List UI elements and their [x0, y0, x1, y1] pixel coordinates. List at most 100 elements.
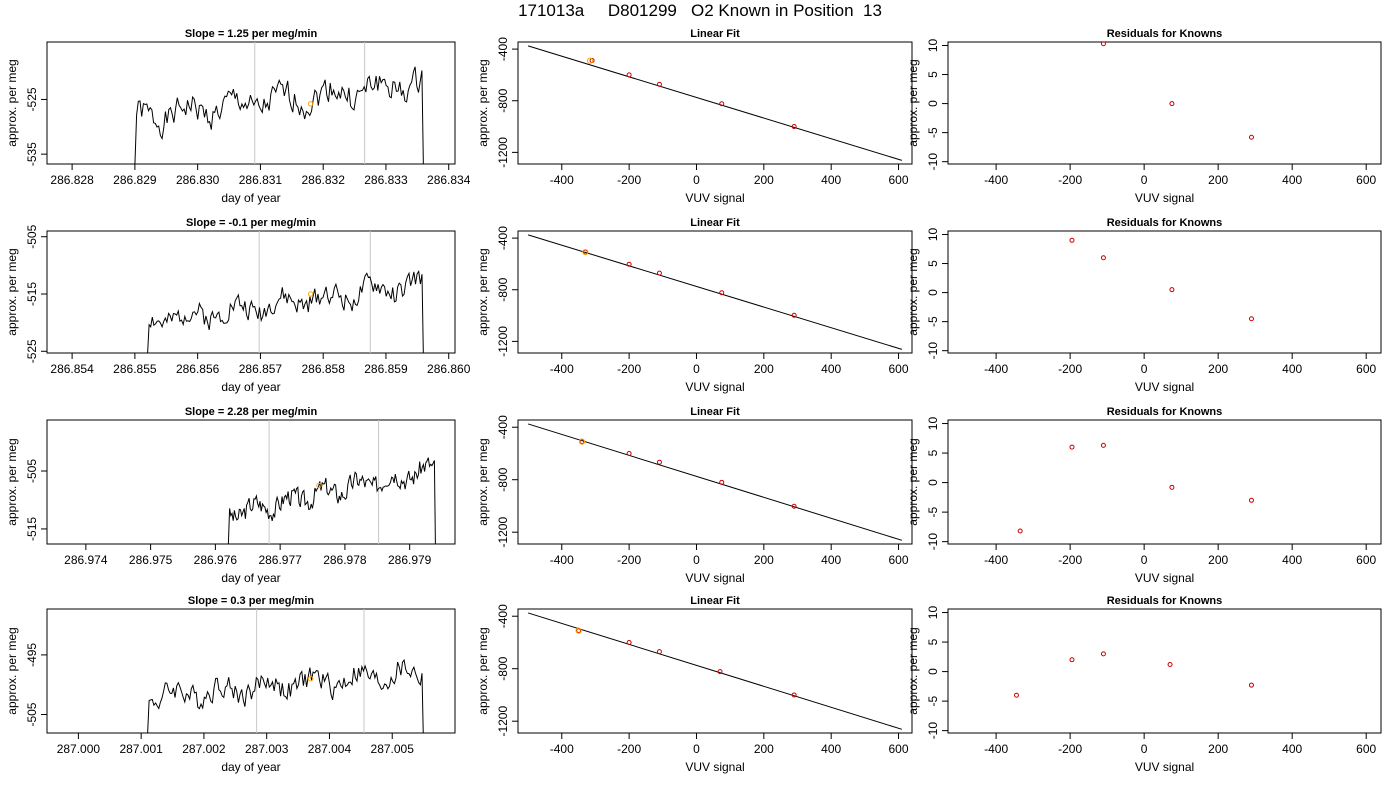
x-tick-label: -400 [550, 553, 574, 567]
x-axis-label: day of year [221, 380, 280, 394]
y-axis-label: approx. per meg [906, 59, 920, 146]
data-trace [147, 658, 424, 733]
x-tick-label: 400 [821, 362, 841, 376]
y-axis-label: approx. per meg [476, 59, 490, 146]
y-tick-label: -515 [25, 282, 39, 306]
panel-title: Linear Fit [690, 406, 740, 418]
data-point [1100, 651, 1106, 657]
plot-frame [46, 608, 456, 734]
x-tick-label: 286.859 [364, 362, 408, 376]
x-axis-label: VUV signal [685, 760, 744, 774]
data-point [1100, 255, 1106, 261]
y-tick-label: 5 [926, 71, 940, 78]
y-tick-label: -10 [926, 153, 940, 171]
data-trace [147, 269, 424, 353]
data-point [626, 450, 632, 456]
x-tick-label: 286.855 [113, 362, 157, 376]
y-tick-label: -400 [496, 226, 510, 250]
y-tick-label: -505 [25, 702, 39, 726]
y-tick-label: 0 [926, 668, 940, 675]
data-point [656, 270, 662, 276]
x-tick-label: 200 [1208, 173, 1228, 187]
plot-frame [517, 41, 913, 165]
x-tick-label: 0 [693, 742, 700, 756]
x-tick-label: -200 [1058, 173, 1082, 187]
y-axis-label: approx. per meg [5, 627, 19, 714]
y-tick-label: -525 [25, 87, 39, 111]
data-point [1017, 528, 1023, 534]
x-tick-label: 600 [889, 553, 909, 567]
y-tick-label: -400 [496, 415, 510, 439]
x-tick-label: -200 [1058, 553, 1082, 567]
x-tick-label: 600 [1356, 362, 1376, 376]
y-tick-label: -800 [496, 88, 510, 112]
chart-panel-12: Residuals for Knowns -400 -200 0 200 400 600 -1… [906, 595, 1382, 774]
x-tick-label: 287.000 [57, 742, 101, 756]
page-title: 171013a D801299 O2 Known in Position 13 [518, 1, 882, 20]
x-axis-label: day of year [221, 191, 280, 205]
x-tick-label: 600 [1356, 173, 1376, 187]
y-tick-label: 0 [926, 479, 940, 486]
x-tick-label: 287.002 [182, 742, 226, 756]
highlight-point [582, 248, 589, 256]
x-tick-label: 400 [821, 742, 841, 756]
data-point [719, 101, 725, 107]
y-tick-label: 5 [926, 260, 940, 267]
data-point [1248, 497, 1254, 503]
data-point [719, 479, 725, 485]
x-tick-label: 286.833 [364, 173, 408, 187]
x-tick-label: -200 [1058, 362, 1082, 376]
panel-title: Linear Fit [690, 28, 740, 40]
panel-title: Residuals for Knowns [1107, 217, 1223, 229]
highlight-point [307, 291, 314, 297]
x-tick-label: -200 [617, 553, 641, 567]
y-tick-label: -525 [25, 339, 39, 363]
data-layer [527, 45, 903, 161]
y-axis-label: approx. per meg [5, 248, 19, 335]
data-point [1169, 287, 1175, 293]
panel-title: Linear Fit [690, 595, 740, 607]
data-point [626, 72, 632, 78]
x-axis-label: VUV signal [1135, 571, 1194, 585]
y-tick-label: 10 [926, 38, 940, 52]
x-axis-label: day of year [221, 760, 280, 774]
data-layer [527, 234, 903, 350]
data-layer [527, 612, 903, 730]
x-axis-label: VUV signal [685, 380, 744, 394]
x-tick-label: 400 [821, 553, 841, 567]
x-tick-label: 286.831 [239, 173, 283, 187]
plot-frame [46, 230, 456, 354]
y-tick-label: -10 [926, 342, 940, 360]
y-axis-label: approx. per meg [476, 627, 490, 714]
chart-panel-10: Residuals for Knowns -400 -200 0 200 400 600 -1… [906, 217, 1382, 394]
panel-title: Slope = 0.3 per meg/min [188, 595, 315, 607]
plot-frame [947, 41, 1382, 165]
x-axis-label: VUV signal [685, 191, 744, 205]
y-tick-label: -1200 [496, 326, 510, 357]
y-axis-label: approx. per meg [476, 248, 490, 335]
chart-panel-3: Slope = 2.28 per meg/min 286.974 286.975 28… [5, 406, 456, 585]
panel-title: Linear Fit [690, 217, 740, 229]
x-axis-label: VUV signal [1135, 760, 1194, 774]
data-layer [1069, 237, 1254, 322]
plot-frame [517, 608, 913, 734]
chart-panel-1: Slope = 1.25 per meg/min 286.828 286.829 28… [5, 28, 471, 205]
data-layer [1017, 442, 1254, 534]
panel-title: Slope = 2.28 per meg/min [185, 406, 318, 418]
chart-panel-9: Residuals for Knowns -400 -200 0 200 400 600 -1… [906, 28, 1382, 205]
x-tick-label: 0 [1141, 173, 1148, 187]
y-tick-label: 0 [926, 289, 940, 296]
data-point [791, 124, 797, 130]
highlight-point [316, 482, 322, 489]
highlight-point [586, 57, 594, 64]
highlight-point [578, 438, 586, 445]
data-point [791, 503, 797, 509]
data-point [1013, 692, 1019, 698]
x-tick-label: 286.860 [427, 362, 471, 376]
y-tick-label: -400 [496, 604, 510, 628]
x-tick-label: 287.003 [245, 742, 289, 756]
x-tick-label: 0 [1141, 553, 1148, 567]
x-tick-label: 400 [1282, 553, 1302, 567]
x-tick-label: 286.828 [50, 173, 94, 187]
x-tick-label: 400 [1282, 742, 1302, 756]
